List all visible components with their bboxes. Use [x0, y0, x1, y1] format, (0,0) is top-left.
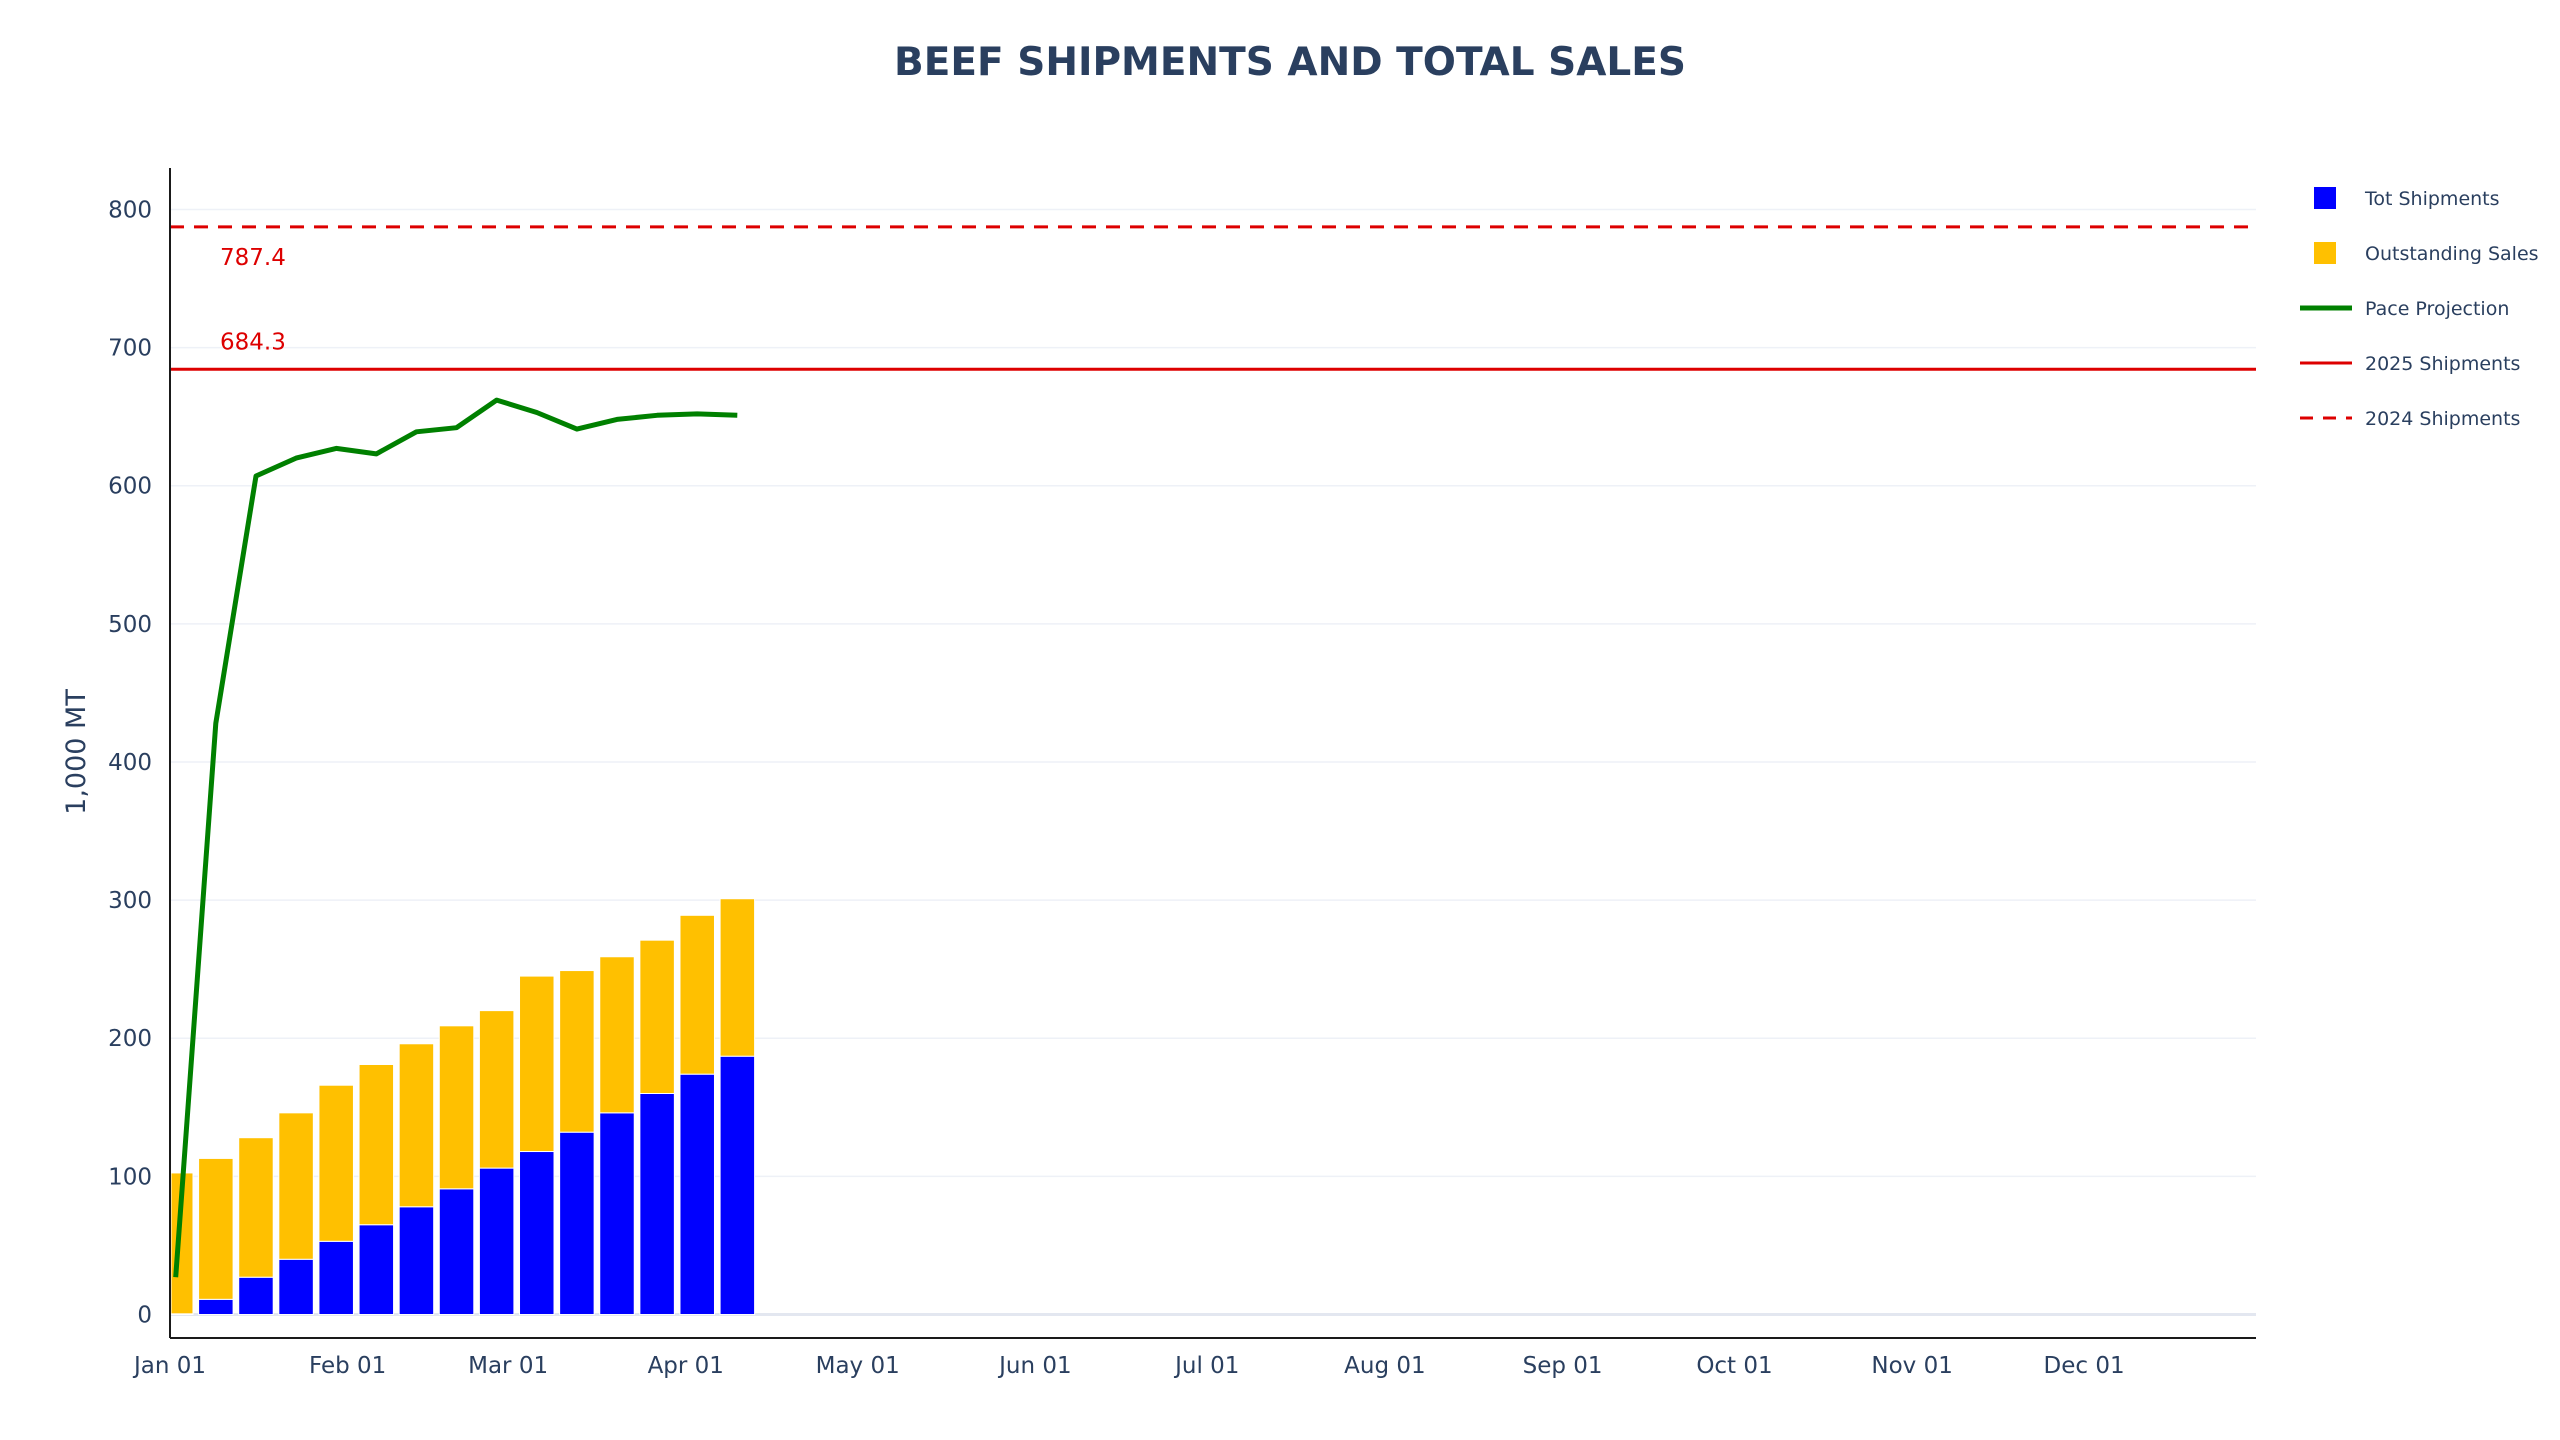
x-tick-label: Oct 01 — [1696, 1353, 1772, 1379]
legend-item[interactable]: Tot Shipments — [2314, 187, 2500, 210]
outstanding-sales-bar — [639, 939, 675, 1095]
bar-series — [170, 898, 756, 1316]
y-tick-label: 0 — [137, 1303, 152, 1329]
x-tick-label: Aug 01 — [1344, 1353, 1426, 1379]
tot-shipments-bar — [278, 1258, 314, 1316]
y-tick-label: 200 — [108, 1026, 152, 1052]
line-series — [173, 397, 738, 1278]
reference-lines: 684.3 787.4 — [170, 225, 2256, 371]
tot-shipments-bar — [238, 1276, 274, 1316]
y-tick-label: 700 — [108, 336, 152, 362]
outstanding-sales-bar — [679, 914, 715, 1075]
x-tick-label: May 01 — [816, 1353, 900, 1379]
outstanding-sales-bar — [358, 1063, 395, 1226]
x-tick-label: Jan 01 — [132, 1353, 206, 1379]
x-tick-label: Sep 01 — [1523, 1353, 1603, 1379]
legend-item[interactable]: Outstanding Sales — [2314, 242, 2539, 265]
y-tick-label: 800 — [108, 197, 152, 223]
x-tick-label: Jun 01 — [997, 1353, 1072, 1379]
outstanding-sales-bar — [398, 1043, 435, 1208]
reference-value-label: 684.3 — [220, 329, 286, 355]
outstanding-sales-bar — [478, 1010, 515, 1169]
y-tick-label: 300 — [108, 888, 152, 914]
outstanding-sales-bar — [519, 975, 555, 1153]
outstanding-sales-bar — [238, 1137, 274, 1278]
legend-item[interactable]: 2025 Shipments — [2300, 353, 2520, 375]
legend-label: 2024 Shipments — [2365, 408, 2520, 430]
legend-label: Tot Shipments — [2364, 188, 2500, 210]
tot-shipments-bar — [679, 1073, 715, 1316]
pace-projection-line — [173, 397, 738, 1278]
tot-shipments-bar — [198, 1298, 234, 1316]
outstanding-sales-bar — [599, 956, 635, 1114]
grid-lines — [170, 208, 2256, 1317]
reference-value-label: 787.4 — [220, 245, 286, 271]
outstanding-sales-bar — [278, 1112, 314, 1260]
x-tick-label: Mar 01 — [468, 1353, 548, 1379]
x-tick-label: Jul 01 — [1173, 1353, 1239, 1379]
tot-shipments-bar — [318, 1240, 354, 1316]
x-tick-label: Nov 01 — [1871, 1353, 1952, 1379]
outstanding-sales-bar — [719, 898, 756, 1057]
y-tick-label: 500 — [108, 612, 152, 638]
legend-label: Outstanding Sales — [2365, 243, 2539, 265]
tot-shipments-bar — [719, 1055, 756, 1316]
tot-shipments-bar — [358, 1224, 395, 1316]
outstanding-sales-bar — [318, 1084, 354, 1242]
y-tick-label: 400 — [108, 750, 152, 776]
tot-shipments-bar — [519, 1151, 555, 1316]
tot-shipments-bar — [398, 1206, 435, 1316]
legend-swatch — [2314, 187, 2336, 209]
tot-shipments-bar — [438, 1188, 475, 1316]
legend-item[interactable]: Pace Projection — [2300, 298, 2509, 320]
legend-swatch — [2314, 242, 2336, 264]
x-tick-label: Apr 01 — [648, 1353, 724, 1379]
legend[interactable]: Tot Shipments Outstanding Sales Pace Proje… — [2300, 187, 2539, 430]
x-tick-label: Dec 01 — [2044, 1353, 2125, 1379]
legend-label: 2025 Shipments — [2365, 353, 2520, 375]
tot-shipments-bar — [478, 1167, 515, 1316]
x-tick-label: Feb 01 — [309, 1353, 386, 1379]
outstanding-sales-bar — [438, 1025, 475, 1190]
y-axis-title: 1,000 MT — [61, 689, 92, 815]
legend-item[interactable]: 2024 Shipments — [2300, 408, 2520, 430]
legend-label: Pace Projection — [2365, 298, 2509, 320]
chart-title: BEEF SHIPMENTS AND TOTAL SALES — [894, 40, 1686, 85]
tot-shipments-bar — [559, 1131, 595, 1316]
axes: 0 100 200 300 400 500 600 700 800 Jan 01 Feb 01 Mar… — [108, 168, 2256, 1379]
outstanding-sales-bar — [559, 970, 595, 1133]
y-tick-label: 600 — [108, 474, 152, 500]
tot-shipments-bar — [599, 1112, 635, 1316]
outstanding-sales-bar — [198, 1157, 234, 1300]
tot-shipments-bar — [639, 1093, 675, 1316]
y-tick-label: 100 — [108, 1164, 152, 1190]
